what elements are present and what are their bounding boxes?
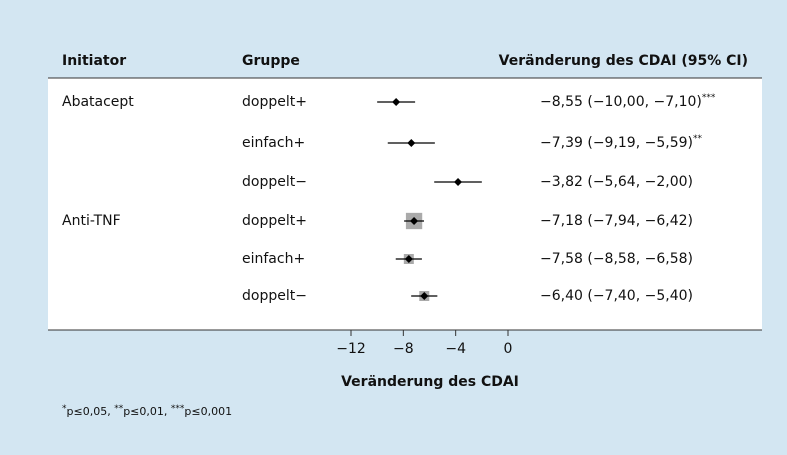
ci-text: −3,82 (−5,64, −2,00) (540, 174, 693, 190)
value-label: −7,18 (−7,94, −6,42) (540, 213, 693, 229)
x-tick-label: 0 (504, 341, 513, 357)
estimate-point (404, 255, 413, 263)
initiator-label: Anti-TNF (62, 213, 121, 229)
value-label: −6,40 (−7,40, −5,40) (540, 288, 693, 304)
header: Initiator (62, 53, 126, 69)
x-tick-label: −8 (393, 341, 414, 357)
value-label: −7,39 (−9,19, −5,59) (540, 135, 693, 151)
initiator-label: Abatacept (62, 94, 134, 110)
ci-text: −7,58 (−8,58, −6,58) (540, 251, 693, 267)
group-label: doppelt− (242, 174, 307, 190)
footnote-mark: ** (114, 404, 124, 414)
footnote: *p≤0,05, **p≤0,01, ***p≤0,001 (62, 404, 232, 419)
group-label: doppelt+ (242, 213, 307, 229)
footnote-mark: * (62, 404, 67, 414)
estimate-point (420, 292, 429, 300)
table-panel (48, 78, 762, 330)
group-label: doppelt− (242, 288, 307, 304)
value-label: −3,82 (−5,64, −2,00) (540, 174, 693, 190)
value-label: −8,55 (−10,00, −7,10) (540, 94, 702, 110)
footnote-mark: *** (171, 404, 185, 414)
estimate-point (407, 139, 416, 147)
group-label: doppelt+ (242, 94, 307, 110)
ci-text: −8,55 (−10,00, −7,10)*** (540, 93, 716, 111)
footnote-text: p≤0,01, (123, 405, 171, 418)
estimate-point (454, 178, 463, 186)
significance: *** (702, 93, 716, 103)
header: Gruppe (242, 53, 300, 69)
x-tick-label: −4 (445, 341, 466, 357)
value-label: −7,58 (−8,58, −6,58) (540, 251, 693, 267)
group-label: einfach+ (242, 135, 305, 151)
x-tick-label: −12 (336, 341, 366, 357)
significance: ** (693, 134, 703, 144)
footnote-text: p≤0,001 (184, 405, 232, 418)
estimate-point (392, 98, 401, 106)
header: Veränderung des CDAI (95% CI) (499, 53, 748, 69)
x-axis-title: Veränderung des CDAI (341, 374, 519, 390)
estimate-point (410, 217, 419, 225)
group-label: einfach+ (242, 251, 305, 267)
ci-text: −7,39 (−9,19, −5,59)** (540, 134, 702, 152)
footnote-text: p≤0,05, (67, 405, 115, 418)
ci-text: −7,18 (−7,94, −6,42) (540, 213, 693, 229)
ci-text: −6,40 (−7,40, −5,40) (540, 288, 693, 304)
